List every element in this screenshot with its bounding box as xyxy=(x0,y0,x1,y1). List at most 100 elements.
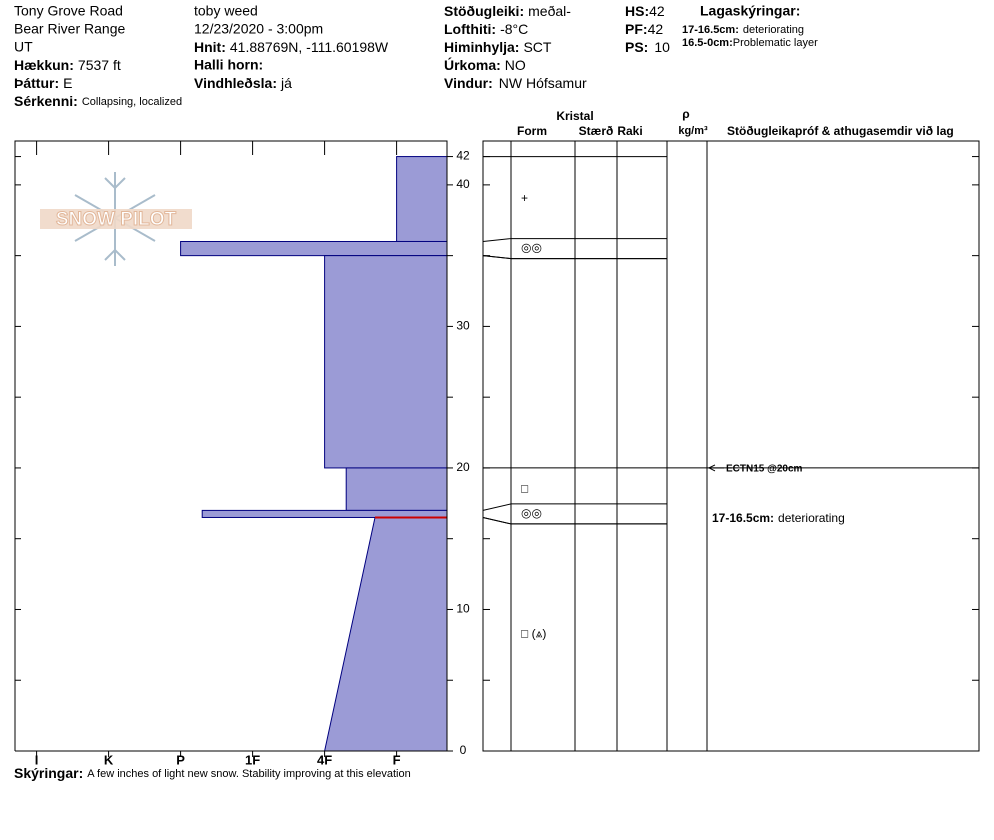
test-label: ECTN15 @20cm xyxy=(726,464,803,475)
column-header: Stærð xyxy=(579,124,614,138)
hs: HS:42 xyxy=(625,3,665,19)
grain-panel xyxy=(482,140,980,752)
column-header: kg/m³ xyxy=(678,125,708,137)
value: -8°C xyxy=(500,21,528,37)
column-header: ρ xyxy=(682,107,689,121)
value: 42 xyxy=(649,3,665,19)
hardness-layer xyxy=(345,467,448,511)
value: 41.88769N, -111.60198W xyxy=(230,39,389,55)
grain-form: + xyxy=(521,191,528,205)
x-tick-label: K xyxy=(104,752,114,767)
value: NW Hófsamur xyxy=(499,75,587,91)
y-tick-label: 10 xyxy=(456,602,470,616)
text: deteriorating xyxy=(778,511,845,525)
slope-angle: Halli horn: xyxy=(194,57,263,73)
wind: Vindur: NW Hófsamur xyxy=(444,75,587,91)
grain-form: ◎◎ xyxy=(521,506,542,520)
state: UT xyxy=(14,39,33,55)
elevation: Hækkun: 7537 ft xyxy=(14,57,121,73)
value: E xyxy=(63,75,72,91)
label: Vindhleðsla: xyxy=(194,75,277,91)
label: Hnit: xyxy=(194,39,226,55)
x-tick-label: I xyxy=(35,752,39,767)
layer-boundary xyxy=(482,255,667,260)
y-tick-label: 0 xyxy=(460,743,467,757)
hardness-layer xyxy=(324,255,448,469)
value: 10 xyxy=(654,39,670,55)
label: Vindur: xyxy=(444,75,493,91)
range: 17-16.5cm: xyxy=(712,511,774,525)
column-header: Kristal xyxy=(556,109,593,123)
layer-note: 17-16.5cm: deteriorating xyxy=(682,24,804,36)
value: Collapsing, localized xyxy=(82,96,182,108)
features: Sérkenni: Collapsing, localized xyxy=(14,93,182,109)
hardness-layer xyxy=(396,156,448,242)
label: PF: xyxy=(625,21,648,37)
label: Lofthiti: xyxy=(444,21,496,37)
layer-notes-title: Lagaskýringar: xyxy=(700,3,800,19)
label: PS: xyxy=(625,39,648,55)
column-header: Stöðugleikapróf & athugasemdir við lag xyxy=(727,124,954,138)
range: 17-16.5cm: xyxy=(682,24,739,36)
x-tick-label: 1F xyxy=(245,752,260,767)
x-tick-label: P xyxy=(176,752,185,767)
notes: Skýringar: A few inches of light new snow… xyxy=(14,765,411,781)
grain-form: □ (⩓) xyxy=(521,626,546,640)
label: Hækkun: xyxy=(14,57,74,73)
logo xyxy=(40,172,192,266)
value: 42 xyxy=(648,21,664,37)
test-arrow-head xyxy=(707,464,716,472)
layer-boundary xyxy=(482,238,667,242)
layer-boundary xyxy=(482,503,667,511)
value: meðal- xyxy=(528,3,571,19)
datetime: 12/23/2020 - 3:00pm xyxy=(194,21,323,37)
coordinates: Hnit: 41.88769N, -111.60198W xyxy=(194,39,389,55)
x-tick-label: F xyxy=(393,752,401,767)
precip: Úrkoma: NO xyxy=(444,56,526,73)
label: Sérkenni: xyxy=(14,93,78,109)
grain-form: ◎◎ xyxy=(521,241,542,255)
hardness-layer xyxy=(201,509,448,518)
wind-loading: Vindhleðsla: já xyxy=(194,75,292,91)
aspect: Þáttur: E xyxy=(14,75,72,91)
text: deteriorating xyxy=(743,24,804,36)
air-temp: Lofthiti: -8°C xyxy=(444,21,528,37)
label: Skýringar: xyxy=(14,765,83,781)
label: Stöðugleiki: xyxy=(444,3,524,19)
label: Úrkoma: xyxy=(444,56,501,73)
value: SCT xyxy=(523,39,551,55)
range: Bear River Range xyxy=(14,21,125,37)
frame xyxy=(14,140,448,751)
label: Himinhylja: xyxy=(444,39,519,55)
ps: PS: 10 xyxy=(625,39,670,55)
layer-comment: 17-16.5cm: deteriorating xyxy=(712,511,845,525)
range: 16.5-0cm: xyxy=(682,37,733,49)
hardness-layer xyxy=(323,516,448,752)
x-tick-label: 4F xyxy=(317,752,332,767)
sky: Himinhylja: SCT xyxy=(444,39,552,55)
column-header: Form xyxy=(517,124,547,138)
label: HS: xyxy=(625,3,649,19)
pf: PF:42 xyxy=(625,21,663,37)
text: Problematic layer xyxy=(733,37,818,49)
logo-text: SNOW PILOT xyxy=(56,209,177,230)
value: 7537 ft xyxy=(78,57,121,73)
value: NO xyxy=(505,57,526,73)
value: já xyxy=(280,75,292,91)
grain-form: □ xyxy=(521,481,528,495)
column-header: Raki xyxy=(617,124,642,138)
hardness-layer xyxy=(180,240,448,257)
stability: Stöðugleiki: meðal- xyxy=(444,3,571,19)
y-tick-label: 20 xyxy=(456,460,470,474)
observer: toby weed xyxy=(194,3,258,19)
y-tick-label: 40 xyxy=(456,177,470,191)
y-tick-label: 42 xyxy=(456,149,470,163)
y-tick-label: 30 xyxy=(456,319,470,333)
text: A few inches of light new snow. Stabilit… xyxy=(87,768,410,780)
layer-boundary xyxy=(482,516,667,525)
site: Tony Grove Road xyxy=(14,3,123,19)
layer-note: 16.5-0cm:Problematic layer xyxy=(682,37,818,49)
label: Þáttur: xyxy=(14,75,59,91)
